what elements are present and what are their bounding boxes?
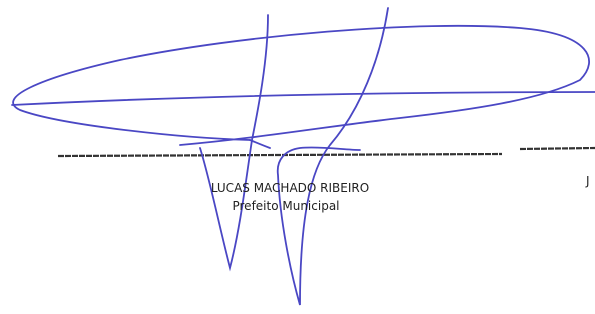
signer-name: LUCAS MACHADO RIBEIRO — [211, 181, 369, 195]
signature-line — [58, 154, 502, 156]
page: LUCAS MACHADO RIBEIRO Prefeito Municipal… — [0, 0, 595, 314]
signer-role: Prefeito Municipal — [232, 199, 339, 213]
signature-line-right — [520, 148, 595, 149]
cut-text: J — [585, 174, 590, 188]
document: LUCAS MACHADO RIBEIRO Prefeito Municipal… — [0, 0, 595, 314]
signature — [12, 8, 595, 305]
